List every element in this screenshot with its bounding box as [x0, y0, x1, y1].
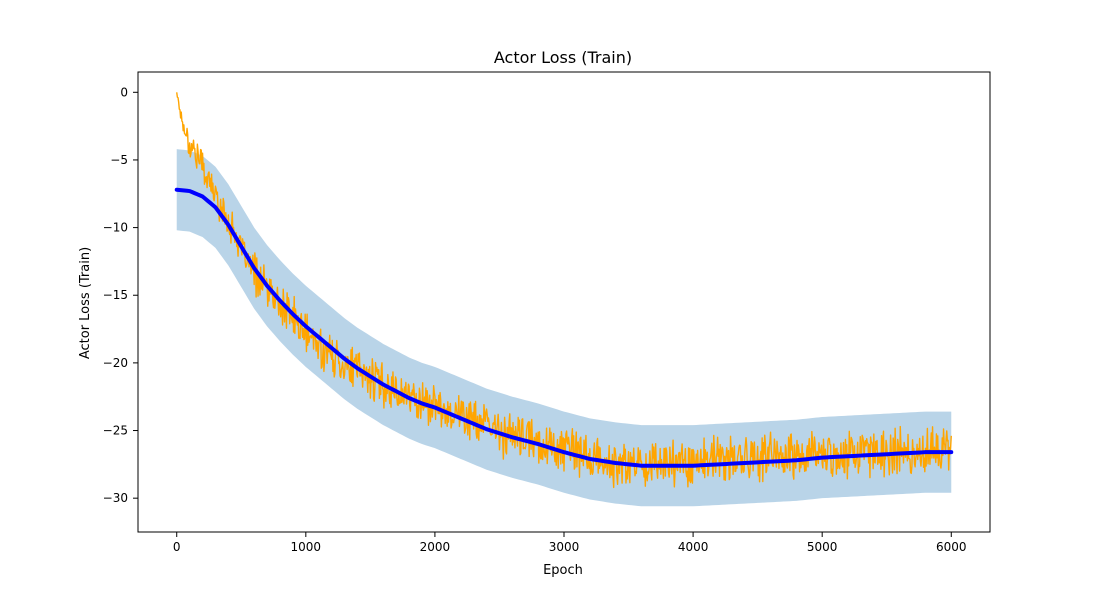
- y-tick-label: −25: [103, 424, 128, 438]
- chart-title: Actor Loss (Train): [494, 48, 632, 67]
- plot-area: 0 1000 2000 3000 4000 5000 6000 0 −5 −10 −15 −20 −25…: [103, 71, 991, 554]
- x-tick-label: 0: [173, 540, 181, 554]
- smoothed-loss-line: [174, 187, 954, 468]
- y-tick-label: −10: [103, 221, 128, 235]
- y-tick-label: −5: [110, 153, 128, 167]
- y-tick-label: 0: [120, 85, 128, 99]
- x-tick-label: 6000: [936, 540, 967, 554]
- y-axis-label: Actor Loss (Train): [78, 247, 93, 359]
- x-axis-label: Epoch: [543, 563, 583, 578]
- x-tick-label: 4000: [678, 540, 709, 554]
- x-tick-label: 3000: [549, 540, 580, 554]
- y-tick-label: −30: [103, 491, 128, 505]
- uncertainty-band: [176, 149, 952, 507]
- y-tick-label: −20: [103, 356, 128, 370]
- x-tick-label: 2000: [420, 540, 451, 554]
- y-tick-label: −15: [103, 288, 128, 302]
- x-tick-label: 1000: [291, 540, 322, 554]
- x-tick-label: 5000: [807, 540, 838, 554]
